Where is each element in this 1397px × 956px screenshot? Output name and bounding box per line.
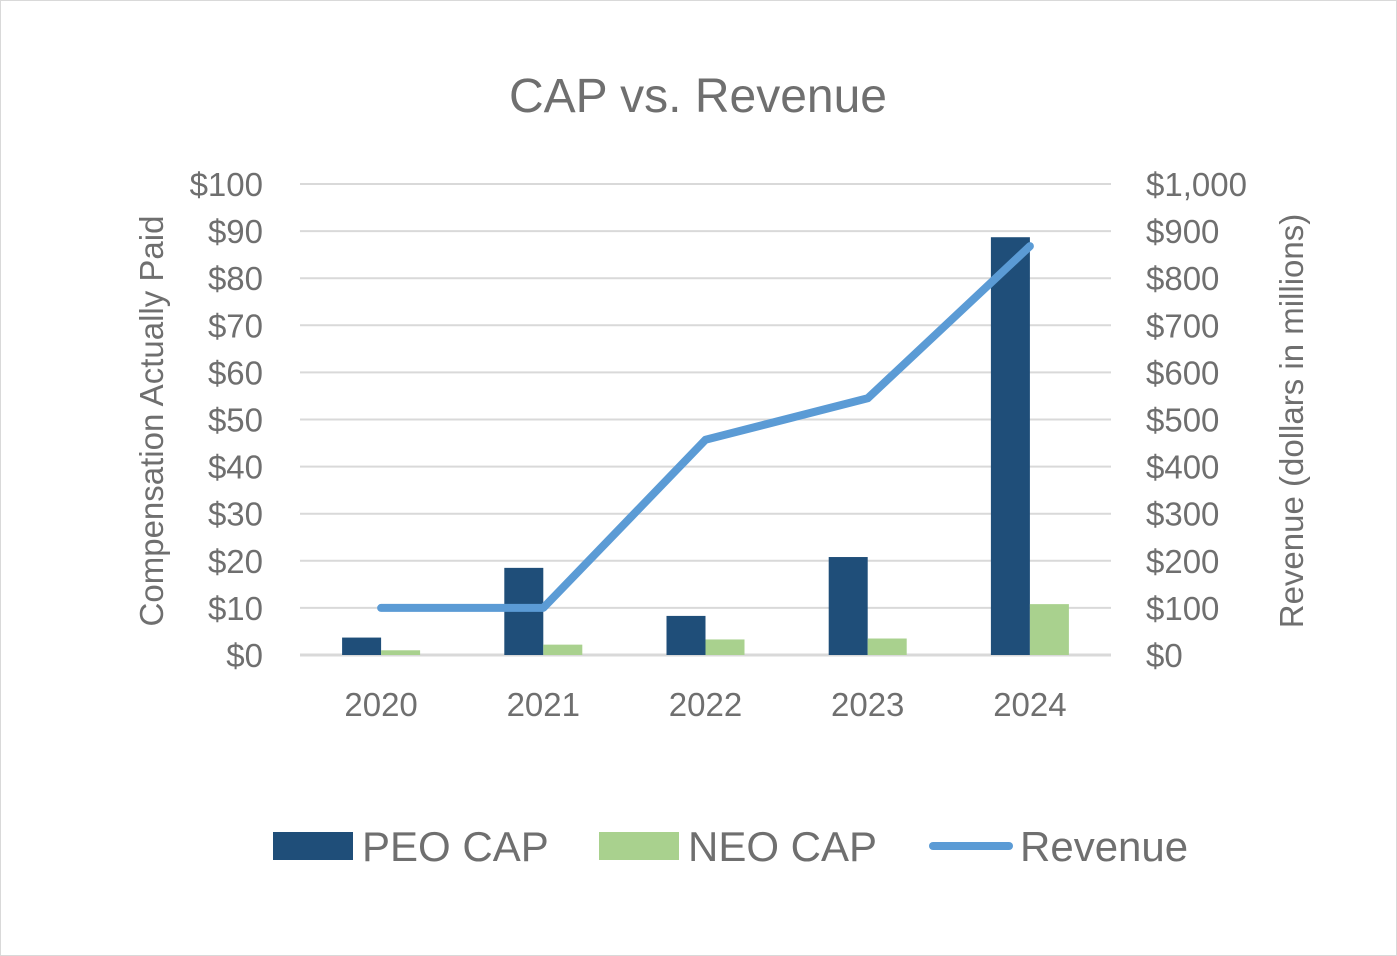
left-axis-title: Compensation Actually Paid bbox=[133, 216, 170, 627]
right-tick-label: $200 bbox=[1146, 543, 1219, 580]
left-tick-label: $60 bbox=[208, 354, 263, 391]
x-tick-label: 2022 bbox=[669, 686, 742, 723]
right-axis-ticks: $0 $100 $200 $300 $400 $500 $600 $700 $800 $900 $1… bbox=[1146, 166, 1247, 674]
left-tick-label: $70 bbox=[208, 307, 263, 344]
bar-neo-cap-2020 bbox=[381, 650, 421, 655]
right-tick-label: $700 bbox=[1146, 307, 1219, 344]
left-tick-label: $50 bbox=[208, 402, 263, 439]
bar-peo-cap-2023 bbox=[828, 557, 868, 655]
right-tick-label: $1,000 bbox=[1146, 166, 1247, 203]
left-tick-label: $40 bbox=[208, 449, 263, 486]
right-tick-label: $900 bbox=[1146, 213, 1219, 250]
bar-neo-cap-2022 bbox=[705, 639, 745, 655]
revenue-line-group bbox=[377, 242, 1034, 612]
bar-neo-cap-2023 bbox=[867, 638, 907, 655]
legend-swatch-peo-cap bbox=[273, 832, 353, 860]
bar-neo-cap-2021 bbox=[543, 644, 583, 655]
chart-title: CAP vs. Revenue bbox=[509, 70, 887, 123]
left-axis-ticks: $0 $10 $20 $30 $40 $50 $60 $70 $80 $90 $100 bbox=[190, 166, 263, 674]
left-tick-label: $90 bbox=[208, 213, 263, 250]
right-tick-label: $500 bbox=[1146, 402, 1219, 439]
left-tick-label: $80 bbox=[208, 260, 263, 297]
x-tick-label: 2020 bbox=[344, 686, 417, 723]
legend-label-revenue: Revenue bbox=[1020, 823, 1188, 870]
legend-label-peo-cap: PEO CAP bbox=[362, 823, 549, 870]
x-tick-label: 2021 bbox=[507, 686, 580, 723]
left-tick-label: $100 bbox=[190, 166, 263, 203]
bar-peo-cap-2024 bbox=[990, 237, 1030, 655]
x-tick-label: 2023 bbox=[831, 686, 904, 723]
right-axis-title: Revenue (dollars in millions) bbox=[1273, 214, 1310, 629]
x-tick-label: 2024 bbox=[993, 686, 1066, 723]
left-tick-label: $0 bbox=[226, 637, 263, 674]
left-tick-label: $30 bbox=[208, 496, 263, 533]
legend-label-neo-cap: NEO CAP bbox=[688, 823, 877, 870]
bar-neo-cap-2024 bbox=[1029, 604, 1069, 655]
right-tick-label: $100 bbox=[1146, 590, 1219, 627]
line-revenue bbox=[377, 242, 1034, 612]
gridlines bbox=[300, 183, 1111, 657]
bars bbox=[342, 237, 1069, 655]
legend: PEO CAP NEO CAP Revenue bbox=[273, 823, 1188, 870]
x-axis-ticks: 2020 2021 2022 2023 2024 bbox=[344, 686, 1066, 723]
bar-peo-cap-2020 bbox=[342, 637, 382, 655]
left-tick-label: $20 bbox=[208, 543, 263, 580]
right-tick-label: $0 bbox=[1146, 637, 1183, 674]
left-tick-label: $10 bbox=[208, 590, 263, 627]
legend-swatch-neo-cap bbox=[599, 832, 679, 860]
bar-peo-cap-2022 bbox=[666, 615, 706, 655]
right-tick-label: $800 bbox=[1146, 260, 1219, 297]
right-tick-label: $300 bbox=[1146, 496, 1219, 533]
right-tick-label: $600 bbox=[1146, 354, 1219, 391]
right-tick-label: $400 bbox=[1146, 449, 1219, 486]
